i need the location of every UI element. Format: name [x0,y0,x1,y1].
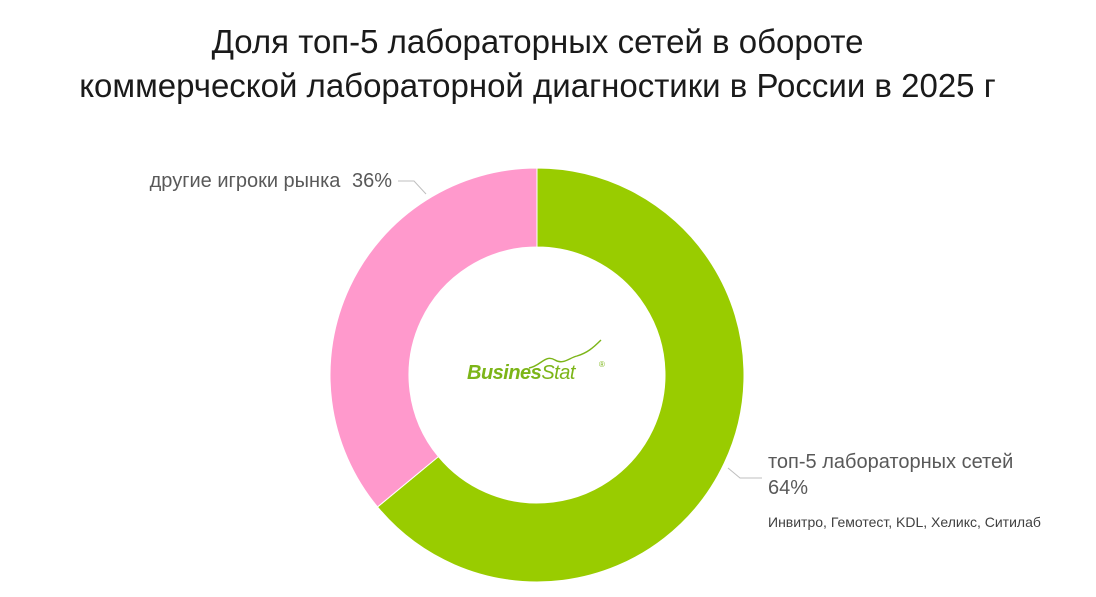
donut-slices [329,167,745,583]
leader-line-top5 [727,467,762,479]
logo-swoosh-icon [528,339,602,369]
chart-title: Доля топ-5 лабораторных сетей в обороте … [0,20,1075,108]
donut-slice-0 [376,167,745,583]
chart-title-line-1: Доля топ-5 лабораторных сетей в обороте [211,23,864,60]
logo-text-thin: Stat [541,362,575,384]
logo-text-bold: Busines [467,362,542,384]
slice-label-others-value: 36% [352,170,392,192]
slice-label-others-name: другие игроки рынка [150,170,342,192]
logo-text: BusinesStat [467,362,575,385]
leader-line-others [398,180,427,195]
slice-label-others: другие игроки рынка 36% [150,170,393,192]
logo-registered-mark: ® [599,360,605,369]
slice-label-top5-note: Инвитро, Гемотест, KDL, Хеликс, Ситилаб [768,514,1041,530]
slice-label-top5-value: 64% [768,477,808,499]
chart-title-line-2: коммерческой лабораторной диагностики в … [79,67,996,104]
businesstat-logo: BusinesStat ® [467,338,617,388]
slice-label-top5-name: топ-5 лабораторных сетей [768,451,1013,473]
donut-slice-1 [329,167,538,508]
